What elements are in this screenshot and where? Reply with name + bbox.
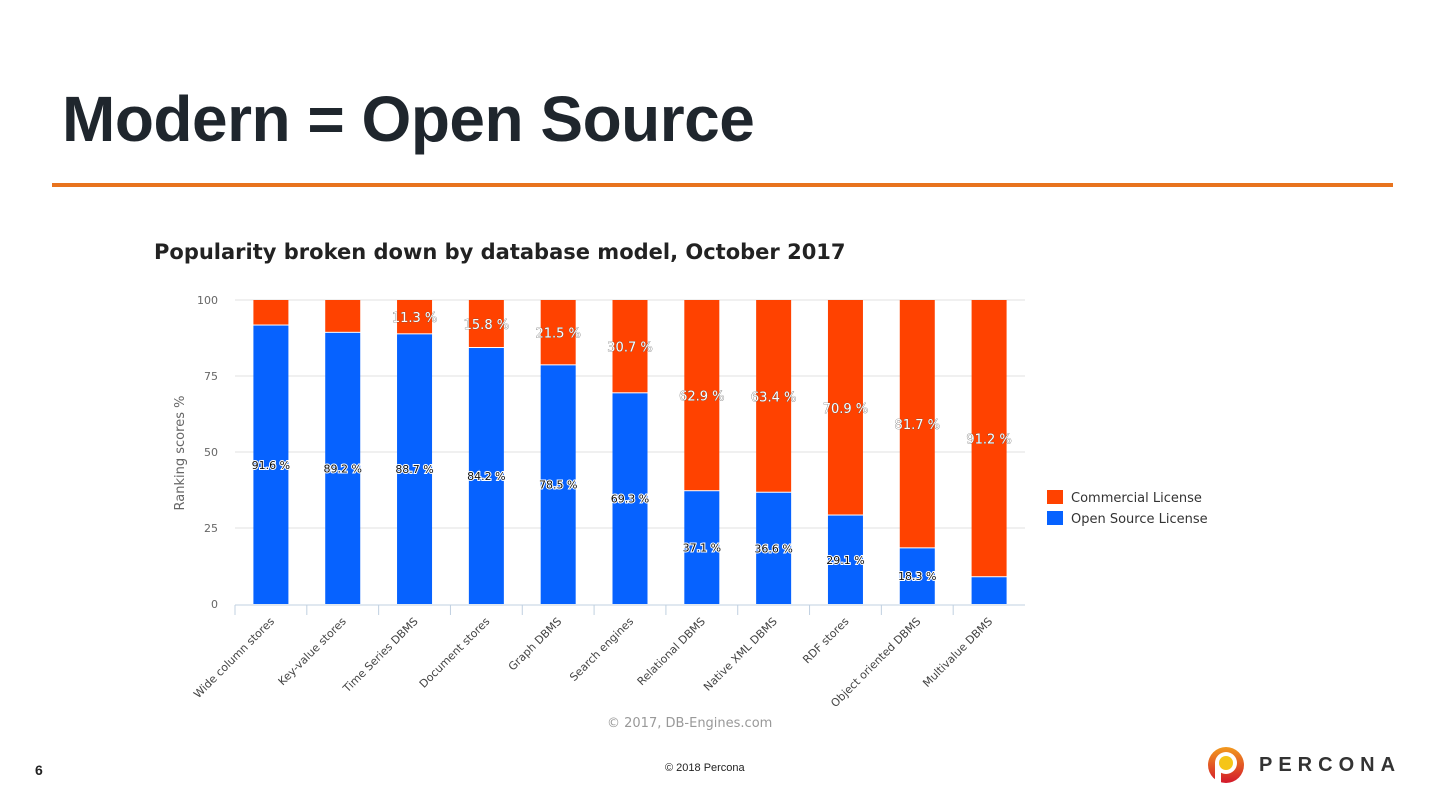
legend-swatch: [1047, 490, 1063, 504]
x-tick-label: Time Series DBMS: [340, 615, 421, 696]
title-divider: [52, 183, 1393, 187]
data-label-open-source: 36.6 %: [754, 542, 792, 555]
bar-commercial: [325, 300, 361, 332]
bar-commercial: [540, 300, 576, 365]
data-label-commercial: 30.7 %: [607, 341, 652, 356]
data-label-commercial: 91.2 %: [966, 433, 1011, 448]
data-label-commercial: 15.8 %: [464, 318, 509, 333]
bar-open-source: [540, 365, 576, 604]
y-tick-label: 25: [204, 522, 218, 535]
legend-label: Commercial License: [1071, 491, 1202, 506]
bar-open-source: [899, 548, 935, 604]
data-label-commercial: 81.7 %: [895, 418, 940, 433]
x-tick-label: Relational DBMS: [635, 615, 708, 688]
bar-commercial: [827, 300, 863, 515]
bar-commercial: [971, 300, 1007, 577]
percona-logo-text: PERCONA: [1259, 753, 1402, 776]
y-tick-label: 0: [211, 598, 218, 611]
x-tick-label: Search engines: [567, 615, 636, 684]
data-label-open-source: 37.1 %: [683, 542, 721, 555]
bar-commercial: [468, 300, 504, 348]
bar-commercial: [612, 300, 648, 393]
data-label-commercial: 62.9 %: [679, 390, 724, 405]
bar-commercial: [397, 300, 433, 334]
y-axis-title: Ranking scores %: [173, 396, 188, 511]
footer-copyright: © 2018 Percona: [665, 762, 745, 774]
x-tick-label: Multivalue DBMS: [920, 615, 995, 690]
page-number: 6: [35, 762, 43, 778]
chart-title: Popularity broken down by database model…: [154, 240, 846, 264]
data-label-open-source: 91.6 %: [252, 459, 290, 472]
x-tick-label: Wide column stores: [191, 615, 277, 701]
percona-logo-icon: [1208, 747, 1244, 783]
data-label-open-source: 88.7 %: [395, 463, 433, 476]
legend-swatch: [1047, 511, 1063, 525]
y-tick-label: 75: [204, 370, 218, 383]
bar-commercial: [756, 300, 792, 492]
x-tick-label: Key-value stores: [276, 615, 349, 688]
data-label-open-source: 89.2 %: [324, 462, 362, 475]
bar-open-source: [827, 515, 863, 604]
data-label-commercial: 63.4 %: [751, 390, 796, 405]
bar-open-source: [756, 492, 792, 604]
bar-open-source: [684, 491, 720, 604]
bar-open-source: [612, 393, 648, 604]
y-tick-label: 50: [204, 446, 218, 459]
bar-open-source: [253, 325, 289, 604]
data-label-open-source: 69.3 %: [611, 493, 649, 506]
data-label-commercial: 70.9 %: [823, 402, 868, 417]
bar-open-source: [971, 577, 1007, 604]
x-tick-label: Graph DBMS: [506, 615, 565, 674]
x-tick-label: Native XML DBMS: [701, 615, 780, 694]
bar-commercial: [684, 300, 720, 491]
data-label-open-source: 78.5 %: [539, 479, 577, 492]
bar-open-source: [468, 348, 504, 604]
bar-commercial: [253, 300, 289, 325]
data-label-open-source: 29.1 %: [826, 554, 864, 567]
percona-logo: PERCONA: [1207, 746, 1401, 784]
legend-label: Open Source License: [1071, 512, 1208, 527]
data-label-commercial: 11.3 %: [392, 311, 437, 326]
data-label-commercial: 21.5 %: [535, 327, 580, 342]
chart-credit[interactable]: © 2017, DB-Engines.com: [607, 716, 773, 731]
x-tick-label: RDF stores: [800, 615, 851, 666]
slide-title: Modern = Open Source: [62, 83, 755, 155]
data-label-open-source: 18.3 %: [898, 570, 936, 583]
x-tick-label: Document stores: [417, 615, 493, 691]
data-label-open-source: 84.2 %: [467, 470, 505, 483]
bar-open-source: [397, 334, 433, 604]
y-tick-label: 100: [197, 294, 218, 307]
bar-commercial: [899, 300, 935, 548]
bar-open-source: [325, 332, 361, 604]
